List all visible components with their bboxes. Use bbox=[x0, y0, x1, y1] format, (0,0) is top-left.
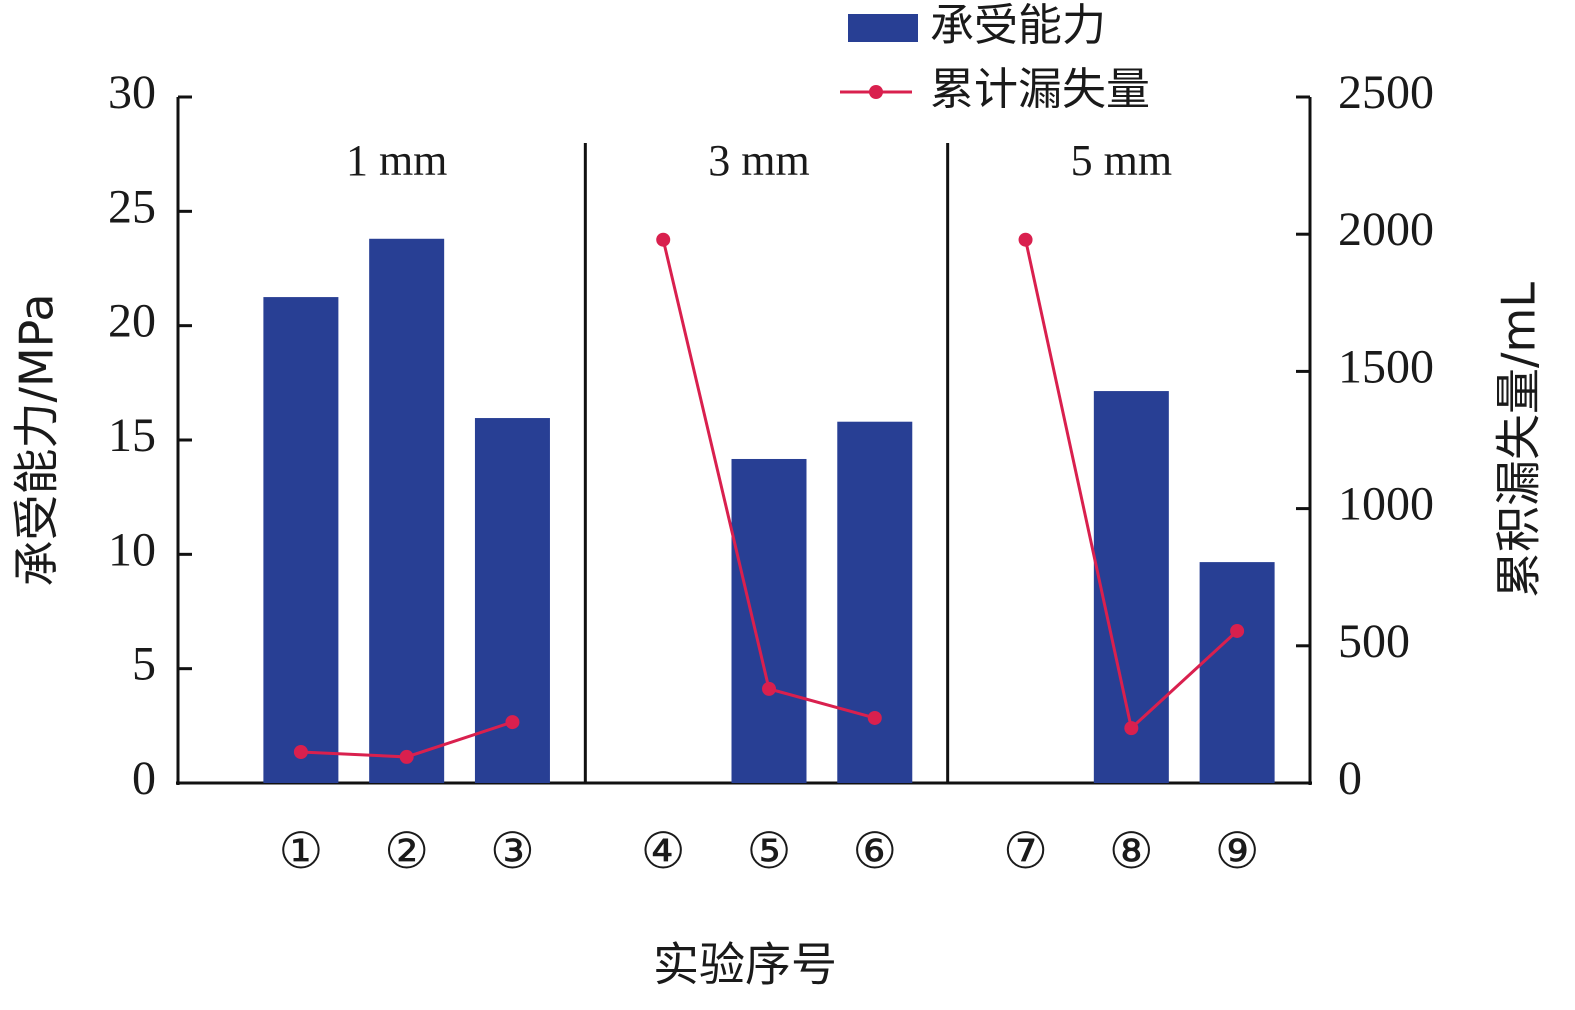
y2-tick-label: 0 bbox=[1338, 752, 1362, 805]
y-tick-label: 20 bbox=[108, 295, 156, 348]
y2-axis-title: 累积漏失量/mL bbox=[1492, 282, 1546, 598]
x-tick-label: ① bbox=[278, 822, 323, 880]
line-marker bbox=[656, 232, 671, 247]
x-tick-label: ④ bbox=[641, 822, 686, 880]
line-marker bbox=[1230, 623, 1245, 638]
x-tick-label: ② bbox=[384, 822, 429, 880]
legend-swatch bbox=[848, 14, 918, 42]
y2-tick-label: 2500 bbox=[1338, 66, 1434, 119]
bar bbox=[369, 238, 445, 784]
group-label: 5 mm bbox=[1071, 136, 1172, 185]
line-marker bbox=[1124, 721, 1139, 736]
x-tick-label: ③ bbox=[490, 822, 535, 880]
x-tick-label: ⑨ bbox=[1215, 822, 1260, 880]
y2-tick-label: 1500 bbox=[1338, 340, 1434, 393]
x-tick-label: ⑥ bbox=[852, 822, 897, 880]
bar bbox=[1093, 391, 1169, 783]
bar bbox=[837, 421, 913, 783]
legend-label: 累计漏失量 bbox=[930, 64, 1150, 115]
group-label: 3 mm bbox=[708, 136, 809, 185]
line-marker bbox=[505, 715, 520, 730]
x-tick-label: ⑧ bbox=[1109, 822, 1154, 880]
y2-tick-label: 500 bbox=[1338, 615, 1410, 668]
line-marker bbox=[762, 681, 776, 696]
y-tick-label: 15 bbox=[108, 409, 156, 462]
bar bbox=[731, 458, 807, 783]
legend-label: 承受能力 bbox=[930, 0, 1106, 51]
legend-swatch bbox=[869, 85, 883, 99]
y-tick-label: 0 bbox=[132, 752, 156, 805]
y-tick-label: 30 bbox=[108, 66, 156, 119]
line-marker bbox=[1018, 232, 1033, 247]
y2-tick-label: 1000 bbox=[1338, 478, 1434, 531]
line-marker bbox=[399, 749, 414, 764]
y-axis-title: 承受能力/MPa bbox=[10, 293, 64, 586]
y-tick-label: 25 bbox=[108, 180, 156, 233]
line-marker bbox=[867, 710, 882, 725]
y-tick-label: 10 bbox=[108, 523, 156, 576]
x-tick-label: ⑤ bbox=[747, 822, 792, 880]
y2-tick-label: 2000 bbox=[1338, 203, 1434, 256]
line-marker bbox=[293, 744, 308, 759]
bar bbox=[1199, 562, 1275, 783]
x-axis-title: 实验序号 bbox=[653, 938, 837, 992]
group-label: 1 mm bbox=[346, 136, 447, 185]
bar bbox=[263, 297, 339, 783]
x-tick-label: ⑦ bbox=[1003, 822, 1048, 880]
y-tick-label: 5 bbox=[132, 638, 156, 691]
